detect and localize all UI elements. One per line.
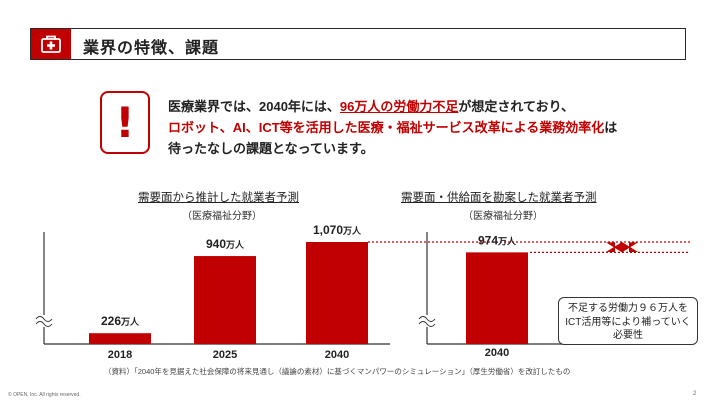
chart2: 974万人 2040 [368,232,690,359]
chart1-axis-break-wave-top [35,316,53,322]
shortage-callout: 不足する労働力９６万人を ICT活用等により補っていく 必要性 [558,297,698,345]
chart2-axis-break-mask [418,315,436,327]
copyright: © OPEN, Inc. All rights reserved. [8,392,81,398]
chart1-bar-2025 [194,256,256,344]
exclamation-icon: ! [115,98,135,147]
callout-line-1: 不足する労働力９６万人を [568,303,688,314]
chart1-bar-2040 [306,242,368,344]
chart1-value-label-2018: 226万人 [101,314,140,328]
page-title: 業界の特徴、課題 [83,40,220,57]
chart2-subtitle: （医療福祉分野） [463,211,543,222]
lead-line-1-c: が想定されており、 [458,99,575,114]
chart2-tick-label-2040: 2040 [485,347,509,359]
lead-line-3: 待ったなしの課題となっています。 [168,141,374,156]
chart1: 226万人 2018 940万人 2025 1,070万人 2040 [35,223,390,361]
lead-line-1: 医療業界では、2040年には、96万人の労働力不足が想定されており、 [168,96,617,117]
chart2-bar-2040 [466,252,528,344]
alert-box: ! [100,91,150,154]
source-note: （資料）「2040年を見据えた社会保障の将来見通し（議論の素材）に基づくマンパワ… [104,367,571,376]
lead-line-1-a: 医療業界では、2040年には、 [168,99,340,114]
chart1-title: 需要面から推計した就業者予測 [138,192,299,204]
lead-highlight-shortage: 96万人の労働力不足 [339,99,459,114]
page-number: 2 [693,391,697,397]
lead-line-2-b: は [604,120,618,135]
chart2-axis-break-wave-bottom [418,321,436,327]
title-icon-box [31,29,71,59]
chart1-tick-label-2025: 2025 [213,349,237,361]
title-bar: 業界の特徴、課題 [30,28,686,60]
lead-text: 医療業界では、2040年には、96万人の労働力不足が想定されており、 ロボット、… [168,96,617,159]
chart1-axis-break-mask [35,315,53,327]
chart1-tick-label-2040: 2040 [325,349,349,361]
chart1-value-label-2040: 1,070万人 [313,223,362,237]
chart2-value-label-2040: 974万人 [478,233,517,247]
chart2-axis-break-wave-top [418,316,436,322]
lead-line-2: ロボット、AI、ICT等を活用した医療・福祉サービス改革による業務効率化は [168,117,617,138]
first-aid-kit-icon [41,35,61,53]
callout-line-3: 必要性 [613,330,643,341]
chart1-subtitle: （医療福祉分野） [182,211,262,222]
chart1-bar-2018 [89,333,151,344]
callout-line-2: ICT活用等により補っていく [565,316,691,328]
gap-double-arrow-icon [606,242,638,253]
chart1-value-label-2025: 940万人 [206,237,245,251]
chart2-title: 需要面・供給面を勘案した就業者予測 [401,192,597,204]
chart1-tick-label-2018: 2018 [108,349,132,361]
chart1-axis-break-wave-bottom [35,321,53,327]
lead-highlight-efficiency: ロボット、AI、ICT等を活用した医療・福祉サービス改革による業務効率化 [168,120,605,135]
